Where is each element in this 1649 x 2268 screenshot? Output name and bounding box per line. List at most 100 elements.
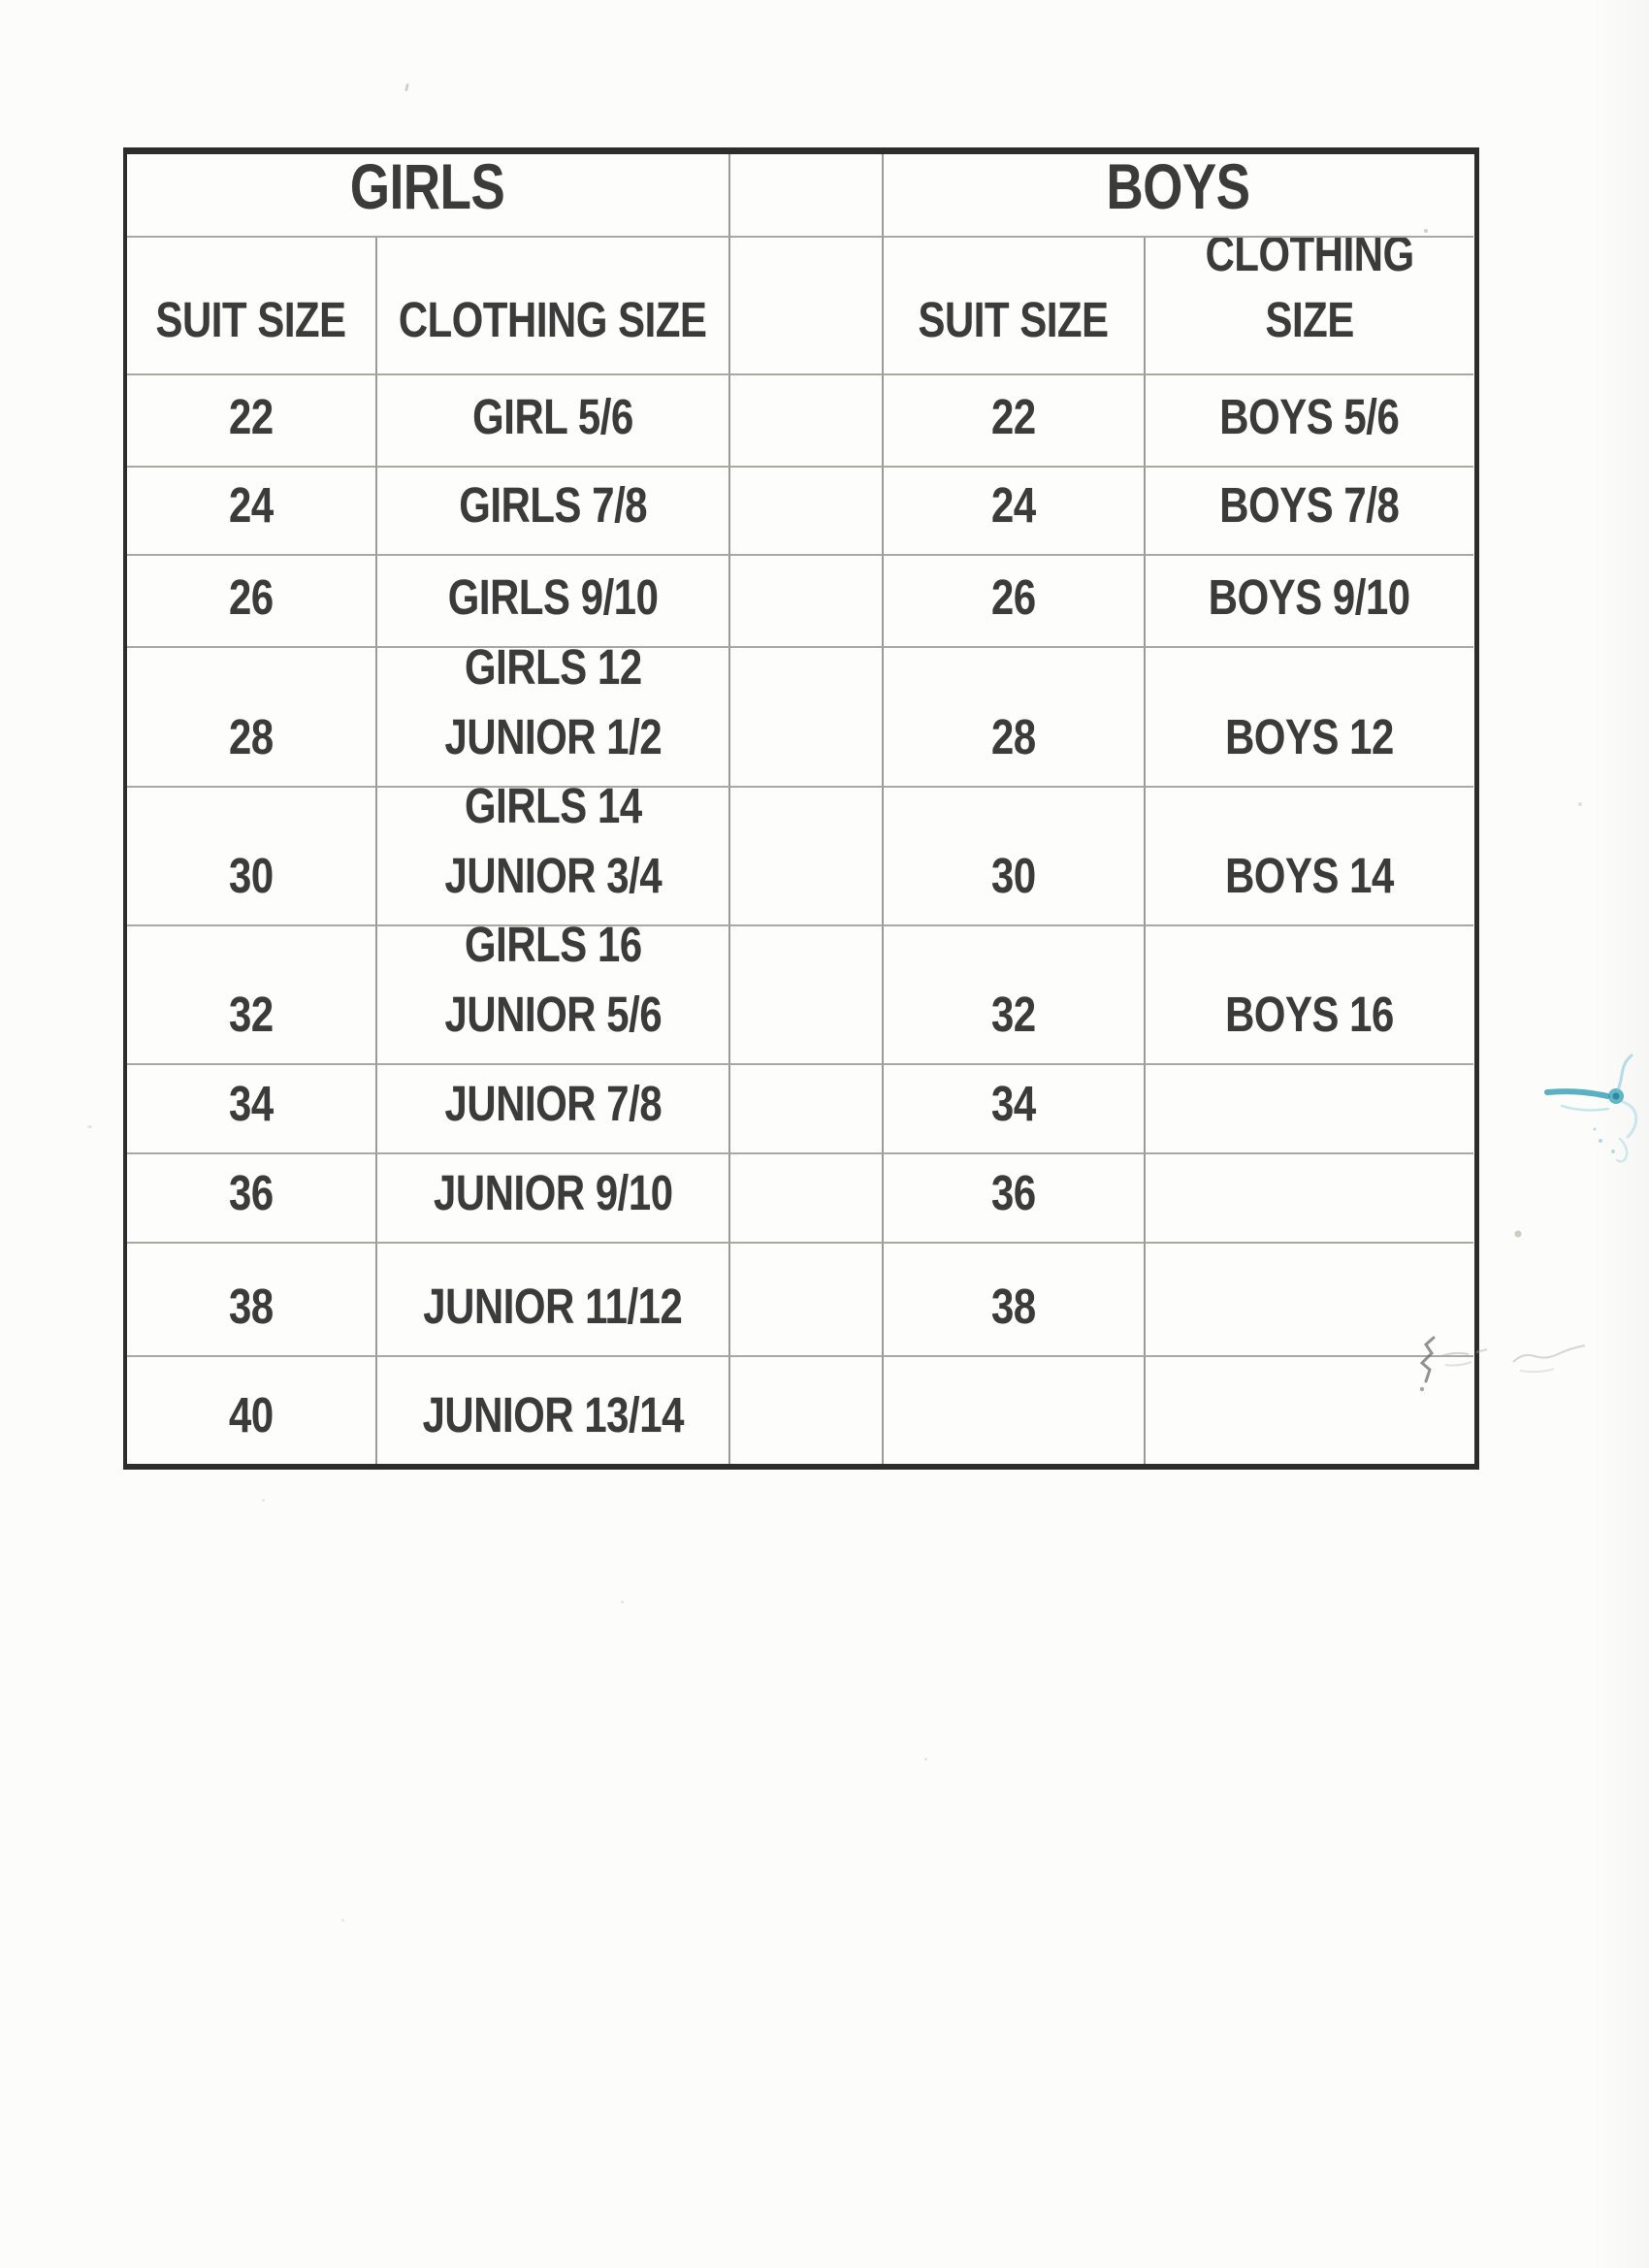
girls-clothing-cell: GIRL 5/6	[377, 375, 730, 468]
girls-suit-value: 36	[229, 1164, 274, 1220]
girls-suit-value: 22	[229, 388, 274, 444]
gap-cell	[730, 1244, 884, 1357]
girls-clothing-value: JUNIOR 9/10	[433, 1164, 673, 1220]
girls-suit-cell: 22	[127, 375, 377, 468]
girls-suit-value: 24	[229, 476, 274, 533]
gap-cell	[730, 375, 884, 468]
boys-clothing-cell: BOYS 5/6	[1146, 375, 1473, 468]
scan-speckle	[621, 1601, 624, 1604]
boys-suit-cell: 24	[884, 468, 1146, 556]
scan-speckle	[1578, 802, 1582, 806]
girls-clothing-cell: GIRLS 14 JUNIOR 3/4	[377, 788, 730, 926]
boys-clothing-cell	[1146, 1154, 1473, 1244]
girls-clothing-value: GIRLS 7/8	[459, 476, 647, 533]
boys-clothing-value: BOYS 5/6	[1219, 388, 1400, 444]
boys-clothing-cell: BOYS 16	[1146, 926, 1473, 1065]
gap-cell	[730, 1065, 884, 1154]
boys-suit-value: 36	[991, 1164, 1036, 1220]
boys-clothing-size-header: CLOTHING SIZE	[1205, 238, 1414, 347]
girls-suit-cell: 24	[127, 468, 377, 556]
scan-speckle	[262, 1499, 265, 1502]
boys-suit-cell: 38	[884, 1244, 1146, 1357]
girls-suit-value: 38	[229, 1278, 274, 1334]
boys-clothing-value: BOYS 9/10	[1209, 568, 1410, 625]
girls-clothing-value: GIRLS 14 JUNIOR 3/4	[444, 788, 662, 903]
scan-speckle	[924, 1758, 927, 1761]
girls-suit-cell: 26	[127, 556, 377, 648]
girls-clothing-value: GIRLS 16 JUNIOR 5/6	[444, 926, 662, 1042]
girls-clothing-cell: JUNIOR 9/10	[377, 1154, 730, 1244]
girls-suit-cell: 28	[127, 648, 377, 788]
boys-suit-value: 38	[991, 1278, 1036, 1334]
girls-suit-cell: 38	[127, 1244, 377, 1357]
boys-clothing-cell	[1146, 1065, 1473, 1154]
gap-cell	[730, 648, 884, 788]
boys-suit-value: 22	[991, 388, 1036, 444]
boys-clothing-value: BOYS 7/8	[1219, 476, 1400, 533]
boys-suit-cell: 22	[884, 375, 1146, 468]
girls-suit-value: 40	[229, 1386, 274, 1442]
boys-clothing-value: BOYS 16	[1225, 986, 1394, 1042]
scan-edge-shadow	[1591, 0, 1649, 2268]
gap-cell	[730, 154, 884, 238]
boys-clothing-cell	[1146, 1357, 1473, 1464]
girls-clothing-size-header-cell: CLOTHING SIZE	[377, 238, 730, 375]
girls-clothing-cell: GIRLS 9/10	[377, 556, 730, 648]
girls-clothing-cell: JUNIOR 11/12	[377, 1244, 730, 1357]
boys-suit-value: 32	[991, 986, 1036, 1042]
girls-suit-cell: 40	[127, 1357, 377, 1464]
scan-speckle	[87, 1125, 92, 1128]
girls-group-header-cell: GIRLS	[127, 154, 730, 238]
girls-suit-value: 28	[229, 708, 274, 764]
girls-suit-value: 30	[229, 847, 274, 903]
boys-suit-value: 28	[991, 708, 1036, 764]
girls-suit-cell: 36	[127, 1154, 377, 1244]
girls-clothing-cell: GIRLS 7/8	[377, 468, 730, 556]
boys-suit-cell: 26	[884, 556, 1146, 648]
boys-suit-value: 30	[991, 847, 1036, 903]
girls-clothing-value: GIRLS 12 JUNIOR 1/2	[444, 648, 662, 764]
boys-suit-size-header: SUIT SIZE	[918, 291, 1110, 347]
gap-cell	[730, 926, 884, 1065]
scan-speckle	[404, 82, 409, 92]
girls-suit-value: 34	[229, 1075, 274, 1131]
boys-clothing-cell	[1146, 1244, 1473, 1357]
girls-group-header: GIRLS	[350, 154, 505, 222]
girls-clothing-value: JUNIOR 7/8	[444, 1075, 662, 1131]
gap-cell	[730, 556, 884, 648]
boys-group-header-cell: BOYS	[884, 154, 1473, 238]
girls-clothing-cell: GIRLS 12 JUNIOR 1/2	[377, 648, 730, 788]
boys-suit-size-header-cell: SUIT SIZE	[884, 238, 1146, 375]
girls-clothing-value: GIRL 5/6	[472, 388, 633, 444]
girls-suit-cell: 32	[127, 926, 377, 1065]
boys-clothing-cell: BOYS 7/8	[1146, 468, 1473, 556]
boys-suit-cell: 32	[884, 926, 1146, 1065]
boys-clothing-size-header-cell: CLOTHING SIZE	[1146, 238, 1473, 375]
girls-clothing-value: JUNIOR 11/12	[423, 1278, 683, 1334]
girls-suit-size-header: SUIT SIZE	[155, 291, 347, 347]
boys-suit-value: 24	[991, 476, 1036, 533]
girls-clothing-cell: JUNIOR 13/14	[377, 1357, 730, 1464]
boys-suit-value: 26	[991, 568, 1036, 625]
girls-suit-cell: 30	[127, 788, 377, 926]
girls-clothing-value: JUNIOR 13/14	[422, 1386, 684, 1442]
boys-suit-cell: 28	[884, 648, 1146, 788]
boys-group-header: BOYS	[1106, 154, 1251, 222]
girls-clothing-size-header: CLOTHING SIZE	[399, 291, 707, 347]
boys-suit-cell	[884, 1357, 1146, 1464]
boys-clothing-value: BOYS 12	[1225, 708, 1394, 764]
boys-suit-value: 34	[991, 1075, 1036, 1131]
boys-suit-cell: 34	[884, 1065, 1146, 1154]
boys-suit-cell: 30	[884, 788, 1146, 926]
gap-cell	[730, 788, 884, 926]
girls-clothing-cell: GIRLS 16 JUNIOR 5/6	[377, 926, 730, 1065]
girls-clothing-value: GIRLS 9/10	[447, 568, 659, 625]
girls-clothing-cell: JUNIOR 7/8	[377, 1065, 730, 1154]
size-chart-table: GIRLS BOYS SUIT SIZE CLOTHING SIZE SUIT …	[123, 147, 1479, 1470]
gap-cell	[730, 1154, 884, 1244]
gap-cell	[730, 238, 884, 375]
girls-suit-cell: 34	[127, 1065, 377, 1154]
girls-suit-value: 32	[229, 986, 274, 1042]
boys-clothing-value: BOYS 14	[1225, 847, 1394, 903]
gap-cell	[730, 468, 884, 556]
